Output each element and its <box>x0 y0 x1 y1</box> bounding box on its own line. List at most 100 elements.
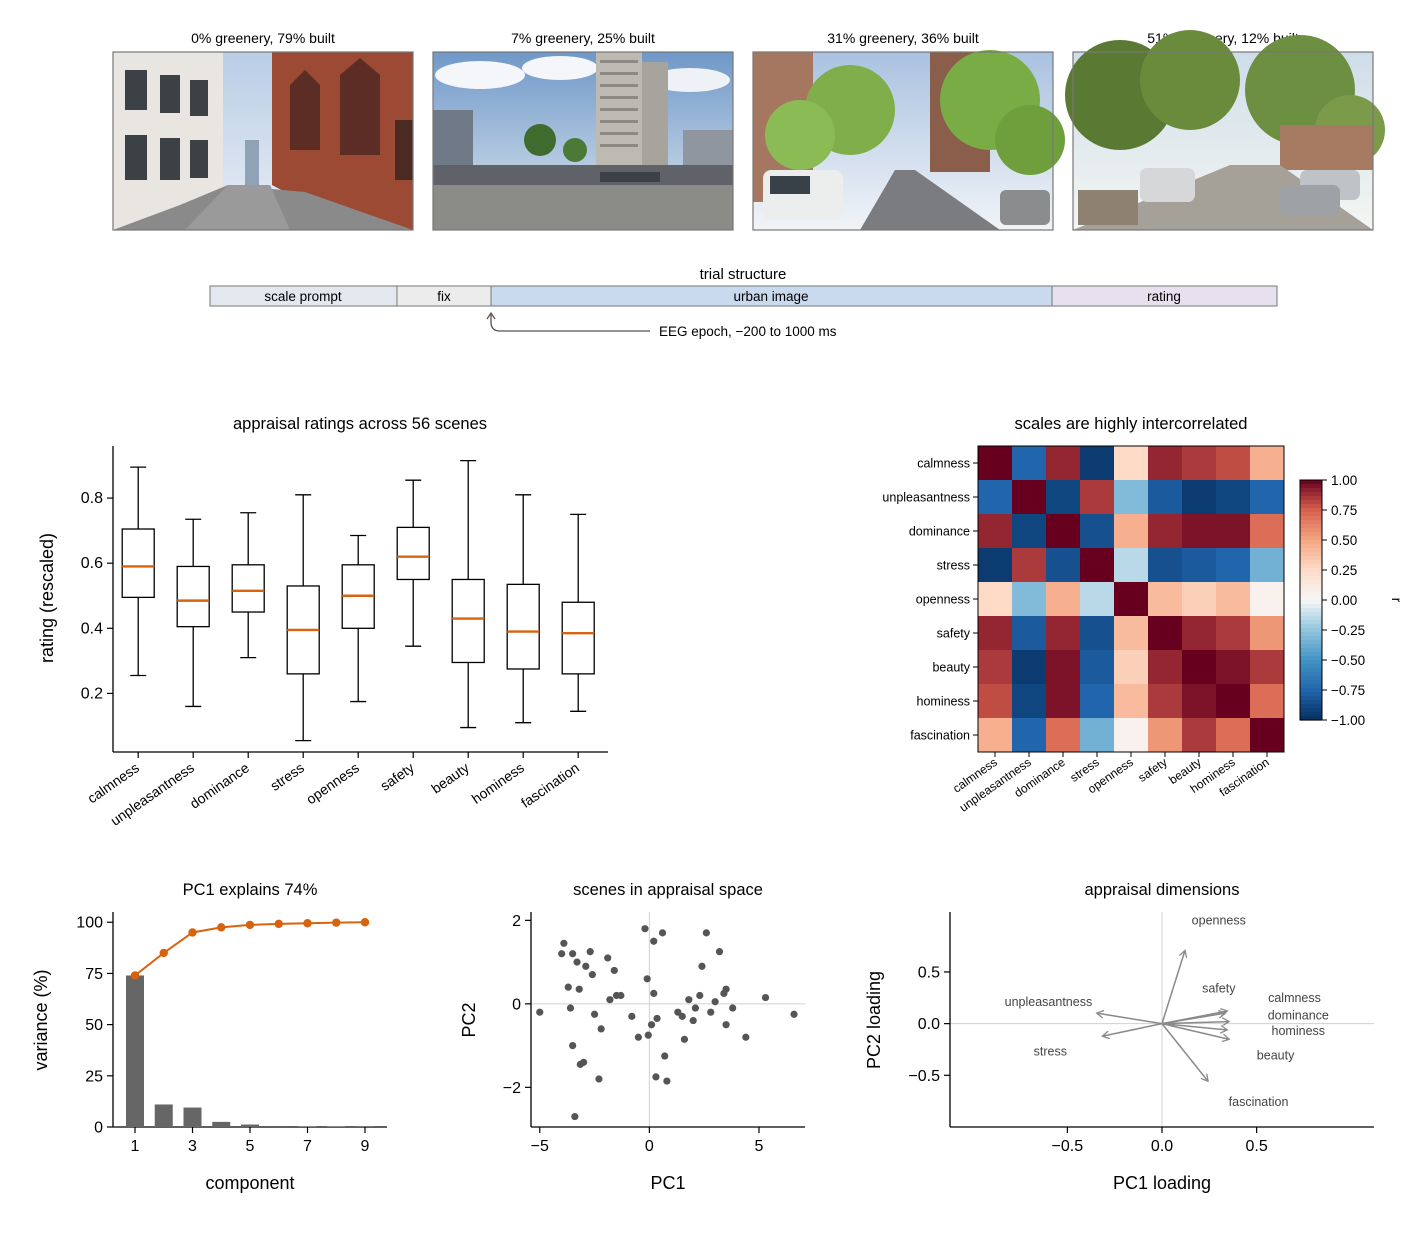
scatter-ylabel: PC2 <box>459 1002 479 1037</box>
scree-xtick-label: 9 <box>361 1138 370 1155</box>
boxplot-xtick-label: dominance <box>187 759 252 812</box>
heatmap-ylabel: safety <box>937 627 971 641</box>
boxplot-ylabel: rating (rescaled) <box>37 533 57 663</box>
box-calmness <box>121 528 155 599</box>
heatmap-cell-unpleasantness-stress <box>1080 480 1115 515</box>
heatmap-cell-dominance-dominance <box>1046 514 1081 549</box>
colorbar-segment <box>1300 536 1322 541</box>
colorbar-segment <box>1300 564 1322 569</box>
heatmap-cell-calmness-dominance <box>1046 446 1081 481</box>
scatter-point <box>536 1008 544 1016</box>
heatmap-cell-safety-fascination <box>1250 616 1285 651</box>
colorbar-segment <box>1300 604 1322 609</box>
colorbar-segment <box>1300 640 1322 645</box>
scatter-point <box>698 962 706 970</box>
boxplot-panel: appraisal ratings across 56 scenes ratin… <box>37 415 608 829</box>
scree-cumulative-line <box>134 921 366 977</box>
scatter-point <box>761 993 770 1002</box>
scree-cumulative-point-3 <box>188 928 197 937</box>
trial-structure: trial structure scale prompt fix urban i… <box>209 266 1278 339</box>
scree-panel: PC1 explains 74% variance (%) component … <box>31 881 387 1193</box>
heatmap-cell-hominess-stress <box>1080 684 1115 719</box>
heatmap-cell-hominess-hominess <box>1216 684 1251 719</box>
colorbar-segment <box>1300 532 1322 537</box>
colorbar-segment <box>1300 688 1322 693</box>
colorbar-tick-label: −0.25 <box>1331 623 1365 638</box>
photo-title-2: 7% greenery, 25% built <box>511 30 655 46</box>
scatter-point <box>722 1021 730 1029</box>
colorbar-segment <box>1300 628 1322 633</box>
scatter-point <box>696 991 704 1000</box>
heatmap-cell-beauty-dominance <box>1046 650 1081 685</box>
photo-row: 0% greenery, 79% built 7% greenery, 25% … <box>112 30 1385 231</box>
scree-ytick-label: 0 <box>94 1120 103 1137</box>
scree-xlabel: component <box>205 1173 294 1193</box>
heatmap-cell-safety-stress <box>1080 616 1115 651</box>
heatmap-cell-openness-stress <box>1080 582 1115 617</box>
colorbar-segment <box>1300 716 1322 721</box>
trial-label-urban-image: urban image <box>733 289 808 304</box>
heatmap-cell-hominess-safety <box>1148 684 1183 719</box>
heatmap-cell-calmness-beauty <box>1182 446 1217 481</box>
biplot-xtick-label: 0.0 <box>1151 1138 1173 1155</box>
heatmap-cell-dominance-beauty <box>1182 514 1217 549</box>
scatter-point <box>702 929 710 937</box>
scatter-point <box>617 991 625 1000</box>
photo-title-3: 31% greenery, 36% built <box>827 30 979 46</box>
colorbar-segment <box>1300 508 1322 513</box>
heatmap-cell-hominess-fascination <box>1250 684 1285 719</box>
heatmap-cell-hominess-calmness <box>978 684 1013 719</box>
colorbar-segment <box>1300 624 1322 629</box>
scatter-point <box>573 958 581 966</box>
heatmap-cell-fascination-stress <box>1080 718 1115 753</box>
colorbar-tick-label: −0.50 <box>1331 653 1365 668</box>
colorbar-tick-label: 0.50 <box>1331 533 1357 548</box>
colorbar-segment <box>1300 572 1322 577</box>
heatmap-cell-calmness-hominess <box>1216 446 1251 481</box>
scatter-point <box>685 996 693 1004</box>
epoch-arrow <box>490 314 650 332</box>
heatmap-cell-fascination-hominess <box>1216 718 1251 753</box>
heatmap-cell-stress-hominess <box>1216 548 1251 583</box>
colorbar-segment <box>1300 676 1322 681</box>
box-fascination <box>561 601 595 675</box>
colorbar-segment <box>1300 668 1322 673</box>
box-dominance <box>231 564 265 613</box>
heatmap-cell-fascination-dominance <box>1046 718 1081 753</box>
heatmap-cell-fascination-unpleasantness <box>1012 718 1047 753</box>
heatmap-cell-dominance-openness <box>1114 514 1149 549</box>
scatter-xtick-label: 0 <box>645 1138 654 1155</box>
scatter-point <box>711 998 719 1006</box>
boxplot-xtick-label: stress <box>267 759 307 794</box>
scree-cumulative-point-9 <box>360 918 370 927</box>
colorbar-tick-label: 0.00 <box>1331 593 1357 608</box>
heatmap-cell-safety-openness <box>1114 616 1149 651</box>
loading-arrow-dominance <box>1161 1022 1228 1024</box>
scatter-point <box>595 1075 603 1083</box>
colorbar-segment <box>1300 520 1322 525</box>
scatter-point <box>641 925 649 933</box>
colorbar-segment <box>1300 588 1322 593</box>
scatter-point <box>650 989 658 998</box>
colorbar-segment <box>1300 552 1322 557</box>
heatmap-cell-unpleasantness-dominance <box>1046 480 1081 515</box>
colorbar-segment <box>1300 580 1322 585</box>
scree-title: PC1 explains 74% <box>183 881 318 899</box>
heatmap-cell-fascination-safety <box>1148 718 1183 753</box>
heatmap-cell-dominance-calmness <box>978 514 1013 549</box>
scatter-panel: scenes in appraisal space PC2 PC1 −5 0 5 −2… <box>459 881 805 1193</box>
biplot-ytick-label: 0.5 <box>918 964 940 981</box>
heatmap-cell-beauty-calmness <box>978 650 1013 685</box>
scatter-xlabel: PC1 <box>650 1173 685 1193</box>
colorbar-segment <box>1300 656 1322 661</box>
colorbar-segment <box>1300 528 1322 533</box>
scatter-point <box>644 1031 652 1039</box>
colorbar-segment <box>1300 600 1322 605</box>
loading-label-hominess: hominess <box>1272 1024 1326 1038</box>
biplot-ylabel: PC2 loading <box>864 971 884 1069</box>
scatter-point <box>790 1010 798 1018</box>
heatmap-cell-unpleasantness-calmness <box>978 480 1013 515</box>
loading-arrow-calmness <box>1161 1011 1226 1025</box>
colorbar-segment <box>1300 664 1322 669</box>
loading-arrow-fascination <box>1161 1023 1207 1081</box>
